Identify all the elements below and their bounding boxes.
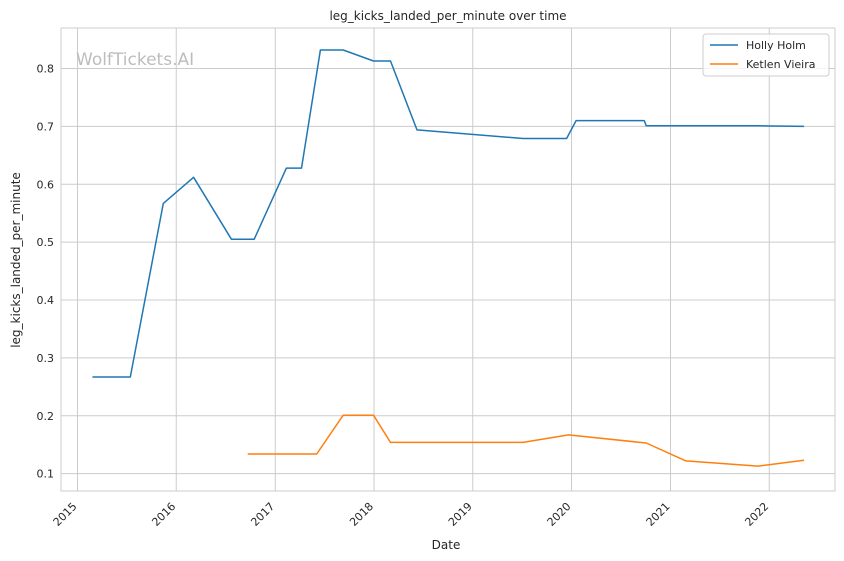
y-tick-label: 0.1 — [37, 468, 55, 481]
series-line-holly-holm — [92, 49, 805, 378]
legend-label: Holly Holm — [746, 39, 806, 52]
legend-label: Ketlen Vieira — [746, 58, 815, 71]
plot-area — [61, 28, 835, 491]
y-tick-label: 0.8 — [37, 63, 55, 76]
y-tick-label: 0.6 — [37, 178, 55, 191]
y-tick-label: 0.5 — [37, 236, 55, 249]
y-tick-label: 0.4 — [37, 294, 55, 307]
series-line-ketlen-vieira — [247, 414, 805, 467]
x-axis-title: Date — [432, 538, 461, 552]
watermark: WolfTickets.AI — [76, 50, 194, 70]
plot-frame — [60, 27, 836, 492]
y-tick-label: 0.2 — [37, 410, 55, 423]
grid — [61, 28, 835, 491]
series-layer — [92, 49, 805, 467]
legend: Holly Holm Ketlen Vieira — [702, 33, 830, 77]
y-axis-title: leg_kicks_landed_per_minute — [9, 172, 23, 348]
y-tick-label: 0.3 — [37, 352, 55, 365]
chart-title: leg_kicks_landed_per_minute over time — [329, 9, 566, 23]
legend-entries: Holly Holm Ketlen Vieira — [710, 39, 815, 71]
y-tick-label: 0.7 — [37, 120, 55, 133]
y-tick-labels: 0.1 0.2 0.3 0.4 0.5 0.6 0.7 0.8 — [37, 63, 55, 481]
